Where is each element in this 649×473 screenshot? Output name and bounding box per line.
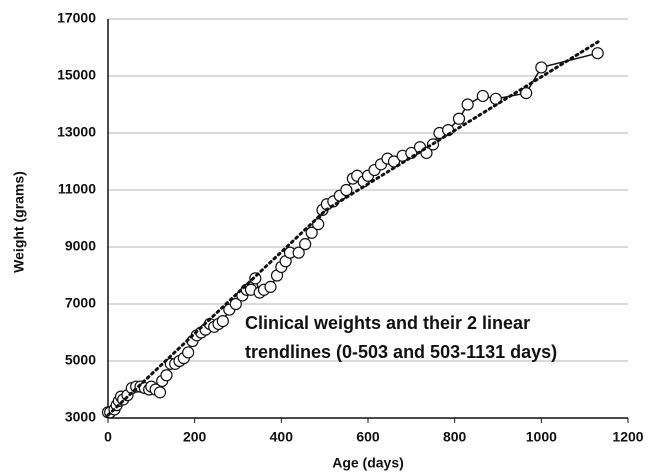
y-tick-label: 5000 (65, 352, 96, 368)
data-point (216, 315, 229, 328)
data-point (461, 98, 474, 111)
data-point (452, 112, 466, 125)
data-point (292, 246, 305, 259)
annotation: Clinical weights and their 2 linear (245, 313, 530, 333)
trendline (324, 40, 600, 212)
trendline (106, 208, 328, 417)
y-tick-label: 13000 (57, 124, 96, 140)
x-tick-label: 1000 (526, 429, 557, 445)
x-axis-title: Age (days) (332, 455, 404, 471)
data-point (299, 238, 312, 251)
annotation: trendlines (0-503 and 503-1131 days) (245, 342, 557, 362)
data-point (182, 346, 195, 359)
data-point (229, 297, 242, 311)
data-point (535, 61, 548, 74)
data-point (340, 183, 353, 197)
y-tick-label: 3000 (65, 409, 96, 425)
x-tick-label: 1200 (612, 429, 643, 445)
data-point (476, 89, 489, 103)
y-tick-label: 17000 (57, 10, 96, 26)
data-point (591, 47, 604, 60)
y-axis-title: Weight (grams) (11, 171, 27, 273)
x-tick-label: 200 (183, 429, 207, 445)
data-point (160, 369, 173, 382)
x-tick-label: 0 (104, 429, 112, 445)
y-tick-label: 9000 (65, 238, 96, 254)
x-tick-label: 800 (443, 429, 467, 445)
data-point (264, 280, 277, 293)
data-point (153, 386, 167, 399)
y-tick-label: 11000 (58, 181, 96, 197)
x-tick-label: 600 (356, 429, 380, 445)
data-point (305, 226, 318, 239)
x-tick-label: 400 (270, 429, 294, 445)
y-tick-label: 15000 (57, 67, 96, 83)
y-tick-label: 7000 (65, 295, 96, 311)
